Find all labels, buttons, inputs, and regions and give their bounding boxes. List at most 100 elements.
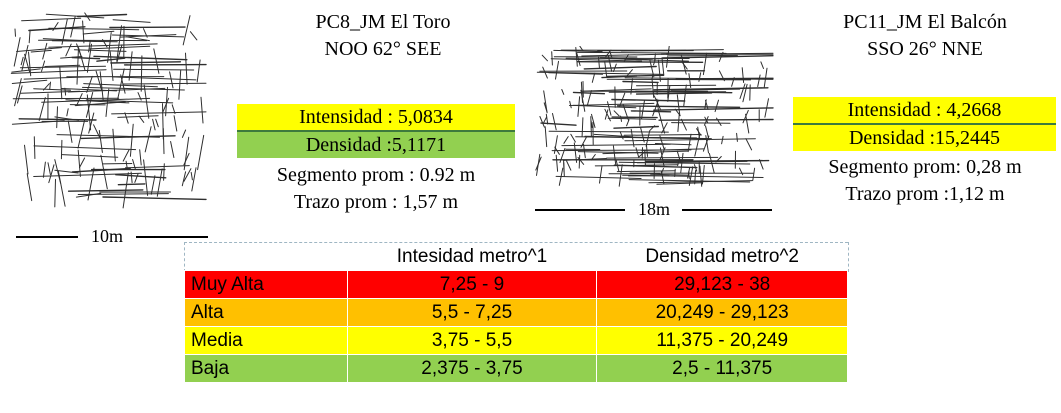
fracture-trace <box>641 148 705 151</box>
fracture-trace <box>598 56 600 68</box>
scale-bar-middle-a <box>535 209 625 211</box>
fracture-trace <box>581 117 584 137</box>
right-box-divider <box>793 123 1056 125</box>
scale-label-left: 10m <box>91 226 124 246</box>
fracture-trace <box>702 135 710 152</box>
fracture-trace <box>138 115 145 123</box>
fracture-trace <box>670 88 741 91</box>
fracture-trace <box>561 89 565 95</box>
legend-header-densidad: Densidad metro^2 <box>596 243 848 271</box>
fracture-trace <box>182 15 191 46</box>
fracture-trace <box>54 169 79 174</box>
fracture-trace <box>576 60 704 63</box>
fracture-trace <box>559 148 566 163</box>
fracture-trace <box>609 50 613 58</box>
fracture-trace <box>86 75 93 93</box>
fracture-trace <box>76 93 83 107</box>
fracture-trace <box>764 98 769 118</box>
fracture-trace <box>150 175 156 195</box>
fracture-trace <box>708 153 715 174</box>
fracture-trace <box>736 132 738 142</box>
fracture-trace <box>641 99 645 119</box>
fracture-trace <box>78 47 86 71</box>
fracture-trace <box>17 85 23 104</box>
legend-row-muy-alta: Muy Alta 7,25 - 9 29,123 - 38 <box>184 270 848 299</box>
scale-bar-middle-b <box>682 209 772 211</box>
fracture-trace <box>555 60 559 80</box>
fracture-trace <box>607 101 612 116</box>
legend-intensidad-range: 2,375 - 3,75 <box>346 354 598 383</box>
fracture-trace <box>680 118 687 131</box>
fracture-trace <box>613 110 620 117</box>
fracture-trace <box>155 118 159 128</box>
fracture-trace <box>688 166 694 186</box>
fracture-trace <box>102 39 108 48</box>
fracture-trace <box>693 164 698 172</box>
fracture-trace <box>635 92 713 95</box>
fracture-trace <box>558 167 564 186</box>
fracture-trace <box>552 113 557 131</box>
fracture-trace <box>676 94 681 116</box>
left-segmento: Segmento prom : 0.92 m <box>276 164 476 186</box>
fracture-trace <box>742 83 748 103</box>
fracture-trace <box>45 13 105 19</box>
fracture-trace <box>536 71 665 75</box>
fracture-trace <box>111 111 207 115</box>
fracture-trace <box>721 135 724 145</box>
fracture-trace <box>577 157 585 165</box>
legend-class-label: Baja <box>184 354 348 383</box>
fracture-trace <box>66 108 69 117</box>
fracture-trace <box>626 119 630 127</box>
fracture-trace <box>705 135 709 154</box>
fracture-trace <box>611 98 686 102</box>
fracture-trace <box>645 130 651 147</box>
fracture-trace <box>178 69 182 100</box>
fracture-trace <box>622 174 764 178</box>
fracture-trace <box>100 154 108 190</box>
legend-intensidad-range: 3,75 - 5,5 <box>346 326 598 355</box>
fracture-trace <box>56 106 58 129</box>
right-segmento: Segmento prom: 0,28 m <box>828 156 1022 178</box>
fracture-trace <box>590 154 596 161</box>
fracture-trace <box>576 51 727 54</box>
fracture-trace <box>42 42 48 60</box>
fracture-trace <box>125 165 190 169</box>
fracture-trace <box>143 84 150 119</box>
fracture-trace <box>551 51 553 66</box>
fracture-trace <box>573 142 578 163</box>
fracture-trace <box>20 56 24 66</box>
fracture-trace <box>683 84 687 107</box>
right-title-line2: SSO 26° NNE <box>867 38 983 60</box>
fracture-trace <box>73 49 127 52</box>
fracture-trace <box>699 165 703 187</box>
fracture-trace <box>688 171 690 179</box>
fracture-trace <box>580 81 583 103</box>
fracture-trace <box>60 139 63 160</box>
fracture-trace <box>544 126 548 148</box>
fracture-trace <box>109 51 114 81</box>
fracture-trace <box>583 143 586 159</box>
fracture-trace <box>116 44 123 64</box>
fracture-trace <box>618 164 623 187</box>
fracture-trace <box>10 69 107 74</box>
fracture-trace <box>667 85 671 102</box>
fracture-trace <box>54 178 56 208</box>
fracture-trace <box>76 49 79 85</box>
fracture-trace <box>23 76 100 80</box>
left-intensidad-box: Intensidad : 5,0834 <box>237 104 515 130</box>
fracture-trace <box>649 125 656 131</box>
fracture-trace <box>705 99 709 110</box>
fracture-trace <box>539 116 545 128</box>
legend-class-label: Media <box>184 326 348 355</box>
fracture-trace <box>759 159 764 170</box>
fracture-trace <box>107 32 112 63</box>
fracture-trace <box>645 159 770 163</box>
fracture-trace <box>181 129 187 138</box>
fracture-trace <box>630 110 672 113</box>
legend-table: Intesidad metro^1 Densidad metro^2 Muy A… <box>184 243 848 383</box>
fracture-trace <box>21 44 29 72</box>
fracture-trace <box>578 154 581 169</box>
fracture-trace <box>680 152 684 174</box>
fracture-trace <box>33 172 142 177</box>
fracture-trace <box>760 61 764 69</box>
